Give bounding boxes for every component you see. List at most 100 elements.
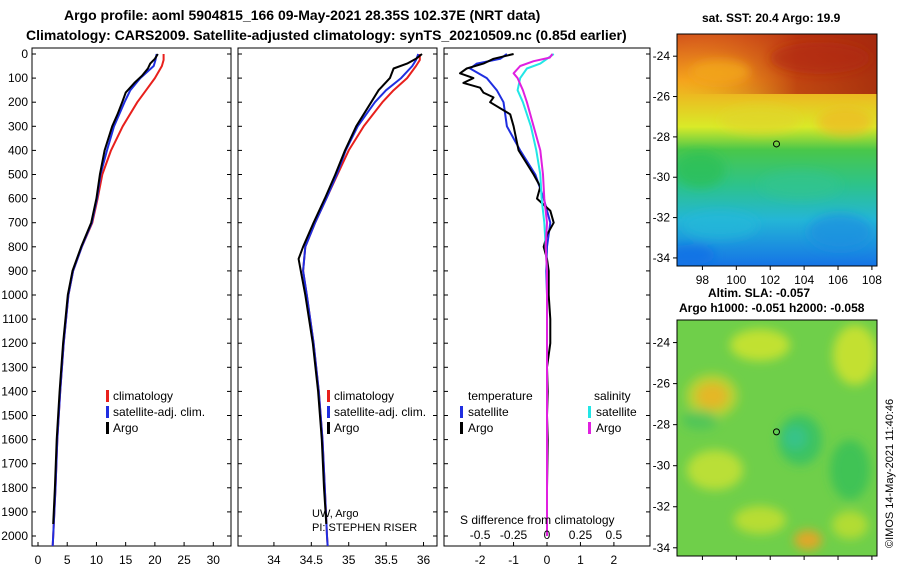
x-tick-label: 35 [342, 553, 356, 567]
depth-tick-label: 800 [8, 240, 28, 254]
legend-label-climatology: climatology [113, 389, 173, 403]
legend-marker-satellite [327, 406, 330, 418]
depth-tick-label: 200 [8, 95, 28, 109]
lat-tick-label: -32 [653, 500, 671, 514]
lat-tick-label: -28 [653, 418, 671, 432]
sst-argo-position-marker [772, 140, 780, 148]
x-tick-label: 0 [35, 553, 42, 567]
salinity-diff-tick-label: -0.25 [500, 528, 528, 542]
lat-tick-label: -34 [653, 541, 671, 555]
depth-tick-label: 600 [8, 192, 28, 206]
depth-tick-label: 1700 [1, 457, 28, 471]
legend-marker-satellite [106, 406, 109, 418]
series-line-argo-salinity [512, 53, 554, 536]
imos-watermark: ©IMOS 14-May-2021 11:40:46 [884, 399, 896, 548]
depth-tick-labels: 0 100 200 300 400 500 600 700 800 900 1000 1100 1200… [1, 47, 28, 543]
lat-tick-label: -24 [653, 49, 671, 63]
depth-tick-label: 1500 [1, 409, 28, 423]
header-line-2: Climatology: CARS2009. Satellite-adjuste… [26, 27, 627, 43]
salinity-panel [237, 47, 438, 547]
sst-field-texture [677, 42, 873, 265]
lat-tick-label: -30 [653, 459, 671, 473]
x-tick-label: 30 [207, 553, 221, 567]
legend-marker-temp-satellite [460, 406, 463, 418]
sla-map-title: Altim. SLA: -0.057 [708, 286, 810, 300]
salinity-diff-tick-label: 0.5 [606, 528, 623, 542]
legend-marker-climatology [106, 390, 109, 402]
x-tick-label: 36 [417, 553, 431, 567]
legend-label-satellite: satellite-adj. clim. [113, 405, 205, 419]
legend-label-temp-argo: Argo [468, 421, 494, 435]
temperature-panel [31, 47, 232, 547]
depth-tick-label: 1000 [1, 288, 28, 302]
legend-marker-sal-argo [588, 422, 591, 434]
x-tick-label: 2 [611, 553, 618, 567]
temperature-legend: climatology satellite-adj. clim. Argo [106, 389, 205, 435]
lat-tick-label: -32 [653, 211, 671, 225]
depth-tick-label: 700 [8, 216, 28, 230]
x-tick-label: 5 [64, 553, 71, 567]
sla-map-frame [676, 319, 878, 557]
lon-tick-label: 108 [862, 273, 882, 287]
series-line-argo [297, 53, 423, 525]
salinity-ticks: 34 34.5 35 35.5 36 [238, 53, 437, 567]
depth-tick-label: 2000 [1, 529, 28, 543]
legend-marker-sal-satellite [588, 406, 591, 418]
legend-label-sal-satellite: satellite [596, 405, 637, 419]
legend-label-satellite: satellite-adj. clim. [334, 405, 426, 419]
lon-tick-label: 106 [828, 273, 848, 287]
lat-tick-label: -28 [653, 130, 671, 144]
legend-label-temp-satellite: satellite [468, 405, 509, 419]
depth-tick-label: 1600 [1, 433, 28, 447]
credit-line-2: PI: STEPHEN RISER [312, 522, 417, 534]
depth-tick-label: 1400 [1, 384, 28, 398]
sla-argo-position-marker [772, 428, 780, 436]
lat-tick-label: -26 [653, 377, 671, 391]
difference-lines [459, 53, 555, 536]
depth-tick-label: 1800 [1, 481, 28, 495]
lat-tick-label: -26 [653, 90, 671, 104]
sst-map [677, 34, 877, 266]
sla-map [677, 320, 877, 556]
lon-tick-label: 102 [760, 273, 780, 287]
depth-tick-label: 1300 [1, 360, 28, 374]
x-tick-label: 15 [119, 553, 133, 567]
sla-field-texture [682, 325, 877, 550]
x-tick-label: 0 [544, 553, 551, 567]
legend-label-argo: Argo [113, 421, 139, 435]
legend-label-sal-argo: Argo [596, 421, 622, 435]
legend-heading-temperature: temperature [468, 389, 533, 403]
x-tick-label: 34.5 [300, 553, 324, 567]
depth-tick-label: 1900 [1, 505, 28, 519]
lat-tick-label: -30 [653, 170, 671, 184]
salinity-diff-tick-label: 0 [544, 528, 551, 542]
lon-tick-label: 104 [794, 273, 814, 287]
depth-tick-label: 100 [8, 71, 28, 85]
legend-marker-climatology [327, 390, 330, 402]
difference-ticks: -2 -1 0 1 2 [444, 53, 650, 567]
x-tick-label: 1 [577, 553, 584, 567]
credit-line-1: UW, Argo [312, 508, 358, 520]
depth-tick-label: 900 [8, 264, 28, 278]
sst-map-title: sat. SST: 20.4 Argo: 19.9 [702, 11, 841, 25]
lat-tick-label: -34 [653, 251, 671, 265]
x-tick-label: -2 [475, 553, 486, 567]
salinity-diff-axis-label: S difference from climatology [460, 513, 615, 527]
x-tick-label: 35.5 [374, 553, 398, 567]
legend-marker-argo [106, 422, 109, 434]
legend-label-argo: Argo [334, 421, 360, 435]
lon-tick-label: 98 [696, 273, 710, 287]
lat-tick-label: -24 [653, 336, 671, 350]
depth-tick-label: 0 [21, 47, 28, 61]
salinity-diff-tick-label: -0.5 [470, 528, 491, 542]
temperature-ticks: 0 5 10 15 20 25 30 [32, 53, 231, 567]
depth-tick-label: 1100 [2, 312, 28, 326]
salinity-lines [297, 53, 423, 546]
sst-map-frame [676, 33, 878, 267]
salinity-diff-tick-label: 0.25 [569, 528, 593, 542]
depth-tick-label: 300 [8, 119, 28, 133]
legend-marker-temp-argo [460, 422, 463, 434]
lon-tick-label: 100 [726, 273, 746, 287]
legend-heading-salinity: salinity [594, 389, 631, 403]
